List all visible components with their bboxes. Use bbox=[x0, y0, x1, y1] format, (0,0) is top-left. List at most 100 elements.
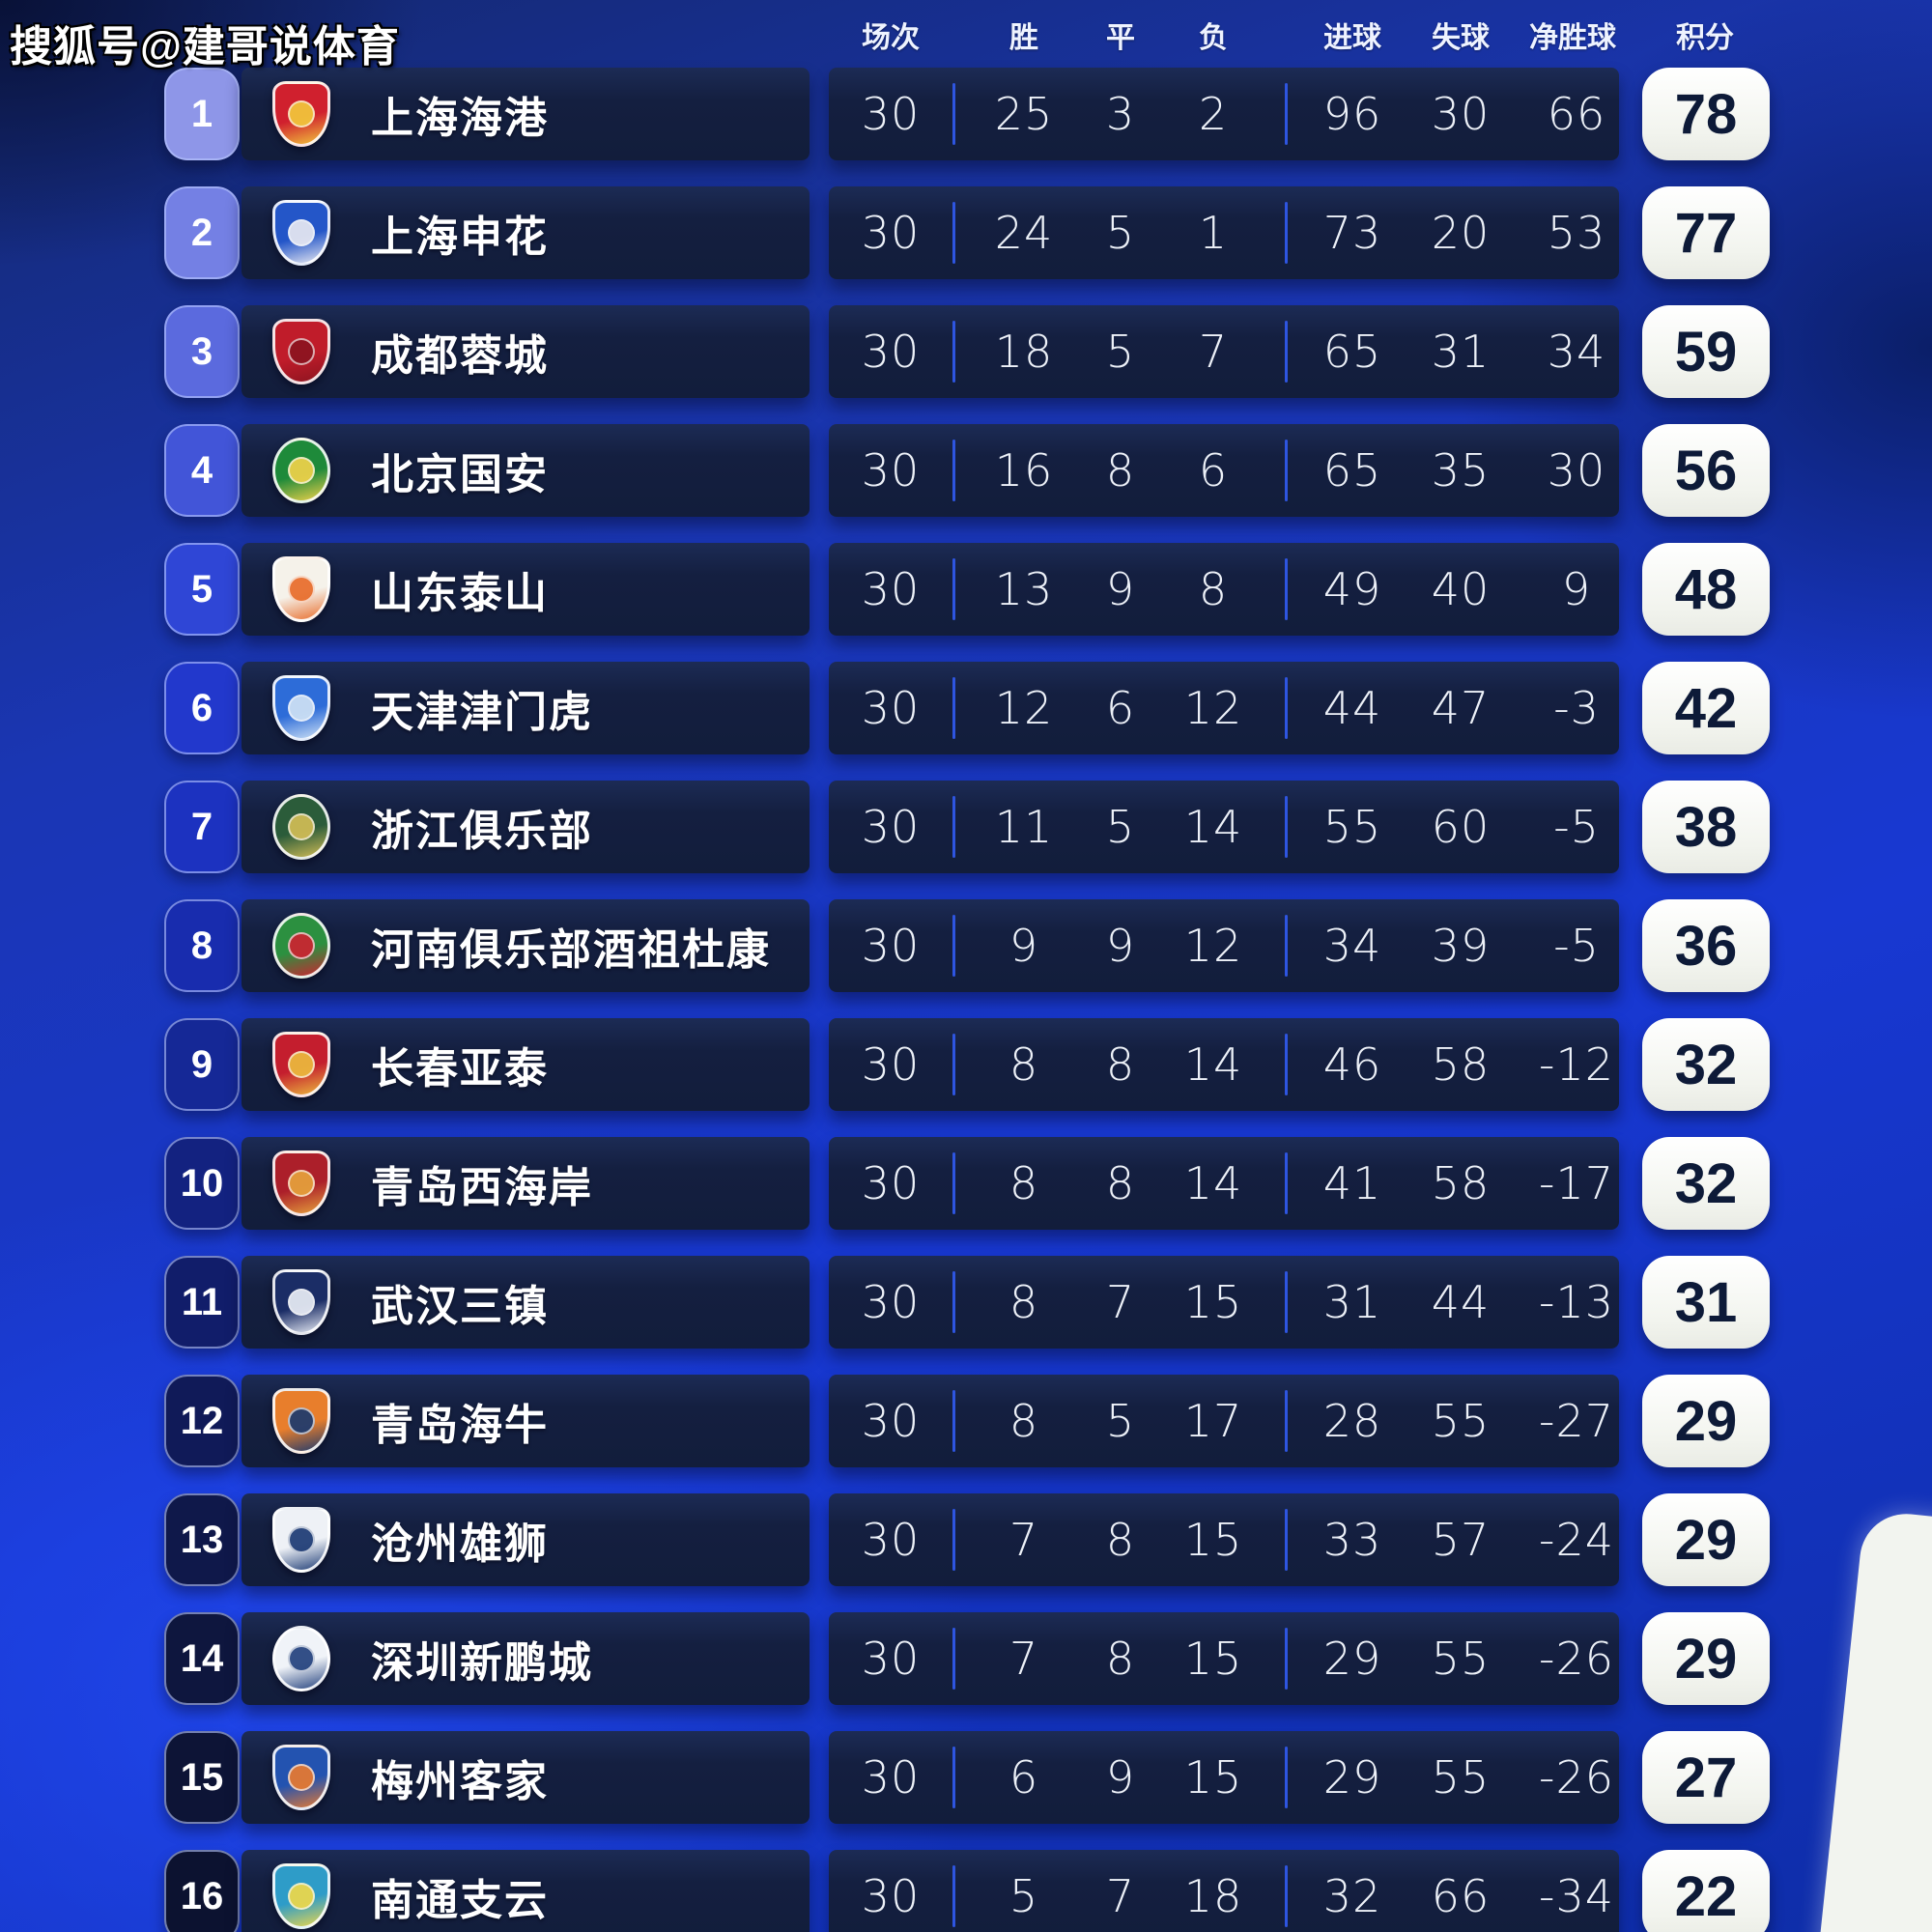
stat-goal-diff: 66 bbox=[1547, 88, 1606, 140]
stats-panel: 30 25 3 2 96 30 66 bbox=[829, 68, 1619, 160]
team-panel: 长春亚泰 bbox=[242, 1018, 810, 1111]
stat-loss: 14 bbox=[1183, 801, 1243, 853]
stat-win: 13 bbox=[994, 563, 1054, 615]
stat-loss: 12 bbox=[1183, 920, 1243, 972]
stat-draw: 8 bbox=[1105, 1633, 1136, 1685]
column-divider bbox=[952, 440, 955, 501]
team-panel: 青岛西海岸 bbox=[242, 1137, 810, 1230]
points-value: 31 bbox=[1674, 1270, 1738, 1334]
stat-played: 30 bbox=[861, 1514, 921, 1566]
stat-win: 7 bbox=[1009, 1633, 1039, 1685]
points-value: 42 bbox=[1674, 676, 1738, 740]
column-divider bbox=[1285, 1034, 1288, 1095]
team-name: 上海申花 bbox=[371, 213, 549, 261]
table-row[interactable]: 14 深圳新鹏城 30 7 8 15 29 55 -26 29 bbox=[0, 1612, 1932, 1705]
column-divider bbox=[1285, 1390, 1288, 1452]
points-box: 32 bbox=[1642, 1018, 1770, 1111]
table-row[interactable]: 16 南通支云 30 5 7 18 32 66 -34 22 bbox=[0, 1850, 1932, 1932]
rank-badge: 10 bbox=[164, 1137, 240, 1230]
team-panel: 梅州客家 bbox=[242, 1731, 810, 1824]
team-logo-emblem bbox=[288, 1170, 315, 1197]
stat-goals-against: 35 bbox=[1431, 444, 1491, 497]
team-logo-emblem bbox=[288, 932, 315, 959]
stat-win: 25 bbox=[994, 88, 1054, 140]
stat-loss: 14 bbox=[1183, 1157, 1243, 1209]
stat-goals-against: 20 bbox=[1431, 207, 1491, 259]
stats-panel: 30 9 9 12 34 39 -5 bbox=[829, 899, 1619, 992]
stat-goals-against: 47 bbox=[1431, 682, 1491, 734]
team-logo bbox=[272, 319, 330, 384]
table-row[interactable]: 1 上海海港 30 25 3 2 96 30 66 78 bbox=[0, 68, 1932, 160]
team-panel: 山东泰山 bbox=[242, 543, 810, 636]
stats-panel: 30 8 5 17 28 55 -27 bbox=[829, 1375, 1619, 1467]
stat-goal-diff: -24 bbox=[1538, 1514, 1615, 1566]
team-logo-emblem bbox=[288, 338, 315, 365]
stat-win: 11 bbox=[994, 801, 1054, 853]
points-box: 32 bbox=[1642, 1137, 1770, 1230]
table-row[interactable]: 11 武汉三镇 30 8 7 15 31 44 -13 31 bbox=[0, 1256, 1932, 1349]
table-row[interactable]: 7 浙江俱乐部 30 11 5 14 55 60 -5 38 bbox=[0, 781, 1932, 873]
team-logo-emblem bbox=[288, 100, 315, 128]
stat-played: 30 bbox=[861, 1038, 921, 1091]
stat-goals-against: 40 bbox=[1431, 563, 1491, 615]
points-box: 38 bbox=[1642, 781, 1770, 873]
stats-panel: 30 6 9 15 29 55 -26 bbox=[829, 1731, 1619, 1824]
stat-draw: 9 bbox=[1105, 563, 1136, 615]
stat-goal-diff: -26 bbox=[1538, 1751, 1615, 1804]
rank-badge: 13 bbox=[164, 1493, 240, 1586]
team-name: 南通支云 bbox=[371, 1877, 549, 1924]
column-header-win: 胜 bbox=[1009, 22, 1038, 54]
stats-panel: 30 18 5 7 65 31 34 bbox=[829, 305, 1619, 398]
column-divider bbox=[952, 1390, 955, 1452]
stat-goal-diff: -12 bbox=[1538, 1038, 1615, 1091]
team-logo-emblem bbox=[288, 1526, 315, 1553]
stat-played: 30 bbox=[861, 1395, 921, 1447]
stat-draw: 8 bbox=[1105, 1038, 1136, 1091]
table-row[interactable]: 10 青岛西海岸 30 8 8 14 41 58 -17 32 bbox=[0, 1137, 1932, 1230]
column-divider bbox=[1285, 1509, 1288, 1571]
table-row[interactable]: 8 河南俱乐部酒祖杜康 30 9 9 12 34 39 -5 36 bbox=[0, 899, 1932, 992]
stat-draw: 5 bbox=[1105, 326, 1136, 378]
table-row[interactable]: 5 山东泰山 30 13 9 8 49 40 9 48 bbox=[0, 543, 1932, 636]
stat-win: 7 bbox=[1009, 1514, 1039, 1566]
team-panel: 深圳新鹏城 bbox=[242, 1612, 810, 1705]
points-box: 27 bbox=[1642, 1731, 1770, 1824]
team-panel: 沧州雄狮 bbox=[242, 1493, 810, 1586]
team-logo-emblem bbox=[288, 1764, 315, 1791]
team-logo-emblem bbox=[288, 457, 315, 484]
column-divider bbox=[1285, 83, 1288, 145]
table-row[interactable]: 15 梅州客家 30 6 9 15 29 55 -26 27 bbox=[0, 1731, 1932, 1824]
stats-panel: 30 16 8 6 65 35 30 bbox=[829, 424, 1619, 517]
table-row[interactable]: 3 成都蓉城 30 18 5 7 65 31 34 59 bbox=[0, 305, 1932, 398]
stat-goal-diff: 30 bbox=[1547, 444, 1606, 497]
points-box: 36 bbox=[1642, 899, 1770, 992]
stat-goals-for: 32 bbox=[1322, 1870, 1382, 1922]
column-divider bbox=[952, 83, 955, 145]
team-logo bbox=[272, 1269, 330, 1335]
team-logo-emblem bbox=[288, 219, 315, 246]
table-row[interactable]: 13 沧州雄狮 30 7 8 15 33 57 -24 29 bbox=[0, 1493, 1932, 1586]
table-row[interactable]: 6 天津津门虎 30 12 6 12 44 47 -3 42 bbox=[0, 662, 1932, 754]
stat-goals-for: 29 bbox=[1322, 1633, 1382, 1685]
column-divider bbox=[1285, 202, 1288, 264]
stat-played: 30 bbox=[861, 801, 921, 853]
stat-goal-diff: 53 bbox=[1547, 207, 1606, 259]
team-panel: 南通支云 bbox=[242, 1850, 810, 1932]
table-row[interactable]: 4 北京国安 30 16 8 6 65 35 30 56 bbox=[0, 424, 1932, 517]
team-panel: 河南俱乐部酒祖杜康 bbox=[242, 899, 810, 992]
column-header-goals-for: 进球 bbox=[1323, 22, 1381, 54]
points-value: 27 bbox=[1674, 1746, 1738, 1809]
stat-win: 18 bbox=[994, 326, 1054, 378]
table-row[interactable]: 12 青岛海牛 30 8 5 17 28 55 -27 29 bbox=[0, 1375, 1932, 1467]
table-row[interactable]: 9 长春亚泰 30 8 8 14 46 58 -12 32 bbox=[0, 1018, 1932, 1111]
team-panel: 上海申花 bbox=[242, 186, 810, 279]
team-name: 成都蓉城 bbox=[371, 332, 549, 380]
team-name: 梅州客家 bbox=[371, 1758, 549, 1805]
team-name: 浙江俱乐部 bbox=[371, 808, 593, 855]
stat-goals-for: 29 bbox=[1322, 1751, 1382, 1804]
table-row[interactable]: 2 上海申花 30 24 5 1 73 20 53 77 bbox=[0, 186, 1932, 279]
rank-badge: 5 bbox=[164, 543, 240, 636]
column-header-played: 场次 bbox=[862, 22, 920, 54]
stat-goal-diff: -26 bbox=[1538, 1633, 1615, 1685]
